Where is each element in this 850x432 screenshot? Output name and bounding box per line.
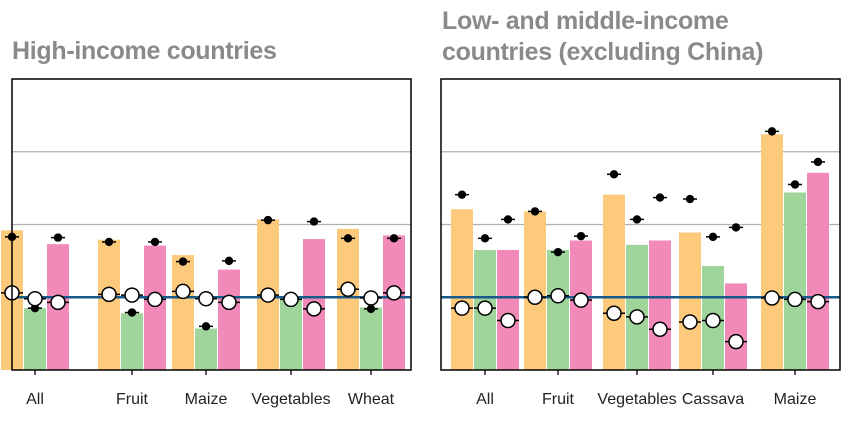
bar-1-maize-pink <box>807 172 829 370</box>
open-marker-0-maize-pink <box>221 294 237 311</box>
filled-marker-1-cassava-pink <box>731 223 741 232</box>
chart-title-high-income: High-income countries <box>12 37 277 65</box>
filled-marker-1-fruit-pink <box>576 231 586 241</box>
x-tick-label-vegetables: Vegetables <box>251 391 330 408</box>
bar-0-wheat-orange <box>337 228 359 370</box>
x-tick-label-maize: Maize <box>774 391 817 408</box>
bar-0-vegetables-green <box>280 298 302 370</box>
open-marker-1-vegetables-orange <box>606 305 622 322</box>
open-marker-0-vegetables-pink <box>306 301 322 317</box>
x-tick-label-all: All <box>26 391 44 408</box>
open-marker-1-cassava-orange <box>682 314 698 330</box>
bar-1-cassava-orange <box>679 232 701 370</box>
x-tick-label-fruit: Fruit <box>116 391 149 408</box>
filled-marker-1-vegetables-green <box>632 215 642 224</box>
x-tick-label-vegetables: Vegetables <box>597 391 676 408</box>
bar-1-all-pink <box>497 249 519 370</box>
filled-marker-0-vegetables-pink <box>309 217 319 226</box>
x-tick-label-all: All <box>476 391 494 408</box>
open-marker-1-cassava-pink <box>728 333 744 350</box>
chart-title-low-middle-income: Low- and middle-income countries (exclud… <box>442 7 764 66</box>
open-marker-0-all-pink <box>50 294 66 311</box>
open-marker-1-maize-orange <box>764 290 780 306</box>
filled-marker-1-all-pink <box>503 215 513 224</box>
bar-1-fruit-green <box>547 249 569 370</box>
filled-marker-0-fruit-pink <box>150 237 160 247</box>
open-marker-0-fruit-green <box>124 287 140 303</box>
filled-marker-0-wheat-pink <box>389 234 399 243</box>
bar-1-maize-green <box>784 192 806 370</box>
open-marker-0-wheat-orange <box>340 281 356 297</box>
filled-marker-0-wheat-orange <box>343 234 353 243</box>
filled-marker-1-maize-pink <box>813 157 823 167</box>
bar-1-cassava-pink <box>725 283 747 370</box>
filled-marker-0-vegetables-orange <box>263 215 273 225</box>
open-marker-0-fruit-orange <box>101 286 117 303</box>
bar-0-wheat-pink <box>383 235 405 370</box>
open-marker-0-wheat-green <box>363 290 379 306</box>
open-marker-1-vegetables-green <box>629 309 645 325</box>
open-marker-0-fruit-pink <box>147 291 163 308</box>
open-marker-0-vegetables-green <box>283 291 299 308</box>
filled-marker-0-wheat-green <box>366 304 376 314</box>
open-marker-0-maize-green <box>198 290 214 307</box>
bar-1-maize-orange <box>761 134 783 370</box>
bar-0-maize-pink <box>218 269 240 370</box>
filled-marker-1-all-orange <box>457 190 467 199</box>
filled-marker-1-maize-orange <box>767 127 777 136</box>
filled-marker-1-cassava-orange <box>685 194 695 204</box>
plot-frame-1 <box>440 78 841 371</box>
filled-marker-0-maize-pink <box>224 256 234 266</box>
open-marker-1-maize-green <box>787 291 803 308</box>
bar-0-fruit-pink <box>144 245 166 370</box>
open-marker-1-maize-pink <box>810 293 826 310</box>
bar-0-fruit-orange <box>98 239 120 370</box>
filled-marker-1-vegetables-pink <box>655 193 665 202</box>
open-marker-1-fruit-green <box>550 288 566 304</box>
open-marker-1-fruit-orange <box>527 289 543 305</box>
bar-1-vegetables-orange <box>603 194 625 370</box>
open-marker-1-vegetables-pink <box>652 321 668 338</box>
bar-1-vegetables-green <box>626 244 648 370</box>
filled-marker-1-fruit-orange <box>530 207 540 216</box>
open-marker-1-cassava-green <box>705 312 721 329</box>
bar-0-maize-green <box>195 328 217 370</box>
filled-marker-0-maize-orange <box>178 257 188 266</box>
bar-0-all-green <box>24 308 46 370</box>
x-tick-label-fruit: Fruit <box>542 391 575 408</box>
plot-frame-0 <box>11 78 412 371</box>
filled-marker-1-cassava-green <box>708 232 718 242</box>
filled-marker-1-vegetables-orange <box>609 170 619 179</box>
open-marker-1-fruit-pink <box>573 292 589 308</box>
x-tick-label-maize: Maize <box>185 391 228 408</box>
filled-marker-0-fruit-orange <box>104 237 114 247</box>
bar-1-all-orange <box>451 209 473 370</box>
bar-0-fruit-green <box>121 313 143 370</box>
filled-marker-0-all-pink <box>53 233 63 242</box>
open-marker-1-all-pink <box>500 312 516 329</box>
open-marker-1-all-green <box>477 300 493 316</box>
x-tick-label-wheat: Wheat <box>348 391 395 408</box>
filled-marker-0-maize-green <box>201 322 211 331</box>
filled-marker-0-fruit-green <box>127 308 137 317</box>
filled-marker-1-all-green <box>480 234 490 243</box>
filled-marker-1-fruit-green <box>553 247 563 257</box>
open-marker-0-all-green <box>27 290 43 307</box>
bar-0-wheat-green <box>360 307 382 370</box>
open-marker-0-wheat-pink <box>386 285 402 301</box>
x-tick-label-cassava: Cassava <box>682 391 744 408</box>
open-marker-0-maize-orange <box>175 283 191 300</box>
filled-marker-1-maize-green <box>790 180 800 189</box>
open-marker-1-all-orange <box>454 300 470 316</box>
bar-0-maize-orange <box>172 255 194 370</box>
bar-1-vegetables-pink <box>649 240 671 370</box>
open-marker-0-vegetables-orange <box>260 287 276 303</box>
